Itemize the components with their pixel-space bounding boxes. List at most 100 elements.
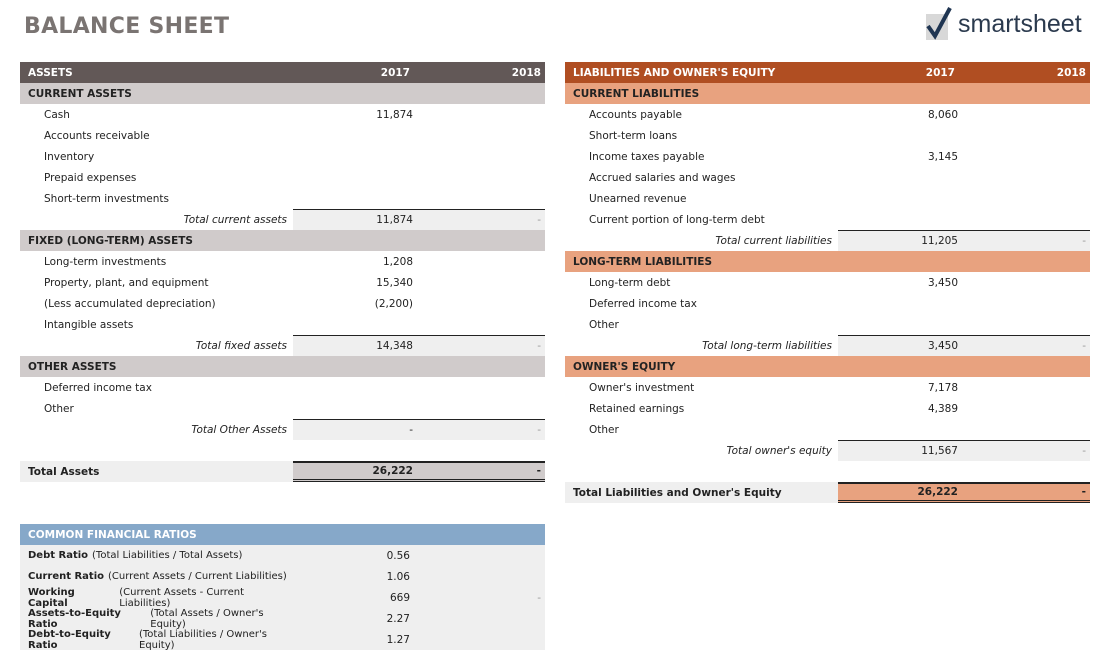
value-2018[interactable]	[1013, 398, 1090, 419]
value-2018[interactable]: -	[468, 419, 545, 440]
ratio-value-2017[interactable]: 2.27	[386, 612, 410, 625]
value-2017[interactable]	[838, 293, 1013, 314]
value-2018[interactable]: -	[468, 335, 545, 356]
ratio-row: Current Ratio (Current Assets / Current L…	[20, 566, 545, 587]
value-2018[interactable]	[468, 167, 545, 188]
row-label: Total Other Assets	[191, 423, 287, 436]
ratio-value-2018[interactable]	[468, 608, 545, 629]
row-label: Total fixed assets	[195, 339, 287, 352]
ratio-value-2018[interactable]: -	[537, 591, 541, 604]
value-2018[interactable]	[468, 251, 545, 272]
value-2018[interactable]	[1013, 104, 1090, 125]
ratios-table: COMMON FINANCIAL RATIOS Debt Ratio (Total …	[20, 524, 545, 651]
value-2017[interactable]: 3,450	[927, 276, 958, 289]
value-2018[interactable]	[468, 146, 545, 167]
value-2018[interactable]	[1013, 146, 1090, 167]
value-2018[interactable]: -	[1013, 335, 1090, 356]
value-2018[interactable]	[1013, 314, 1090, 335]
line-item-row: Short-term loans	[565, 125, 1090, 146]
value-2018[interactable]: -	[468, 461, 545, 482]
value-2018[interactable]	[1013, 377, 1090, 398]
value-2018[interactable]	[468, 188, 545, 209]
ratio-value-2017[interactable]: 669	[389, 591, 410, 604]
row-label: Owner's investment	[589, 381, 695, 394]
ratio-name: Working Capital	[28, 586, 75, 609]
value-2017[interactable]: 11,874	[293, 209, 468, 230]
value-2017[interactable]: 3,450	[838, 335, 1013, 356]
value-2018[interactable]	[1013, 209, 1090, 230]
value-2017[interactable]	[293, 146, 468, 167]
value-2018[interactable]	[468, 125, 545, 146]
value-2018[interactable]: -	[1013, 230, 1090, 251]
value-2017[interactable]	[838, 419, 1013, 440]
line-item-row: Short-term investments	[20, 188, 545, 209]
row-label: Total long-term liabilities	[702, 339, 832, 352]
header-2017: 2017	[380, 66, 410, 79]
value-2018[interactable]: -	[1013, 440, 1090, 461]
value-2017[interactable]: 1,208	[382, 255, 413, 268]
row-label: Property, plant, and equipment	[44, 276, 209, 289]
value-2017[interactable]: 7,178	[927, 381, 958, 394]
value-2017[interactable]	[293, 314, 468, 335]
row-label: Total owner's equity	[726, 444, 832, 457]
value-2017[interactable]: 26,222	[838, 482, 1013, 503]
value-2017[interactable]: 11,874	[376, 108, 413, 121]
value-2018[interactable]	[468, 272, 545, 293]
value-2018[interactable]	[1013, 125, 1090, 146]
ratio-value-2018[interactable]	[468, 545, 545, 566]
value-2017[interactable]	[293, 188, 468, 209]
value-2017[interactable]: 15,340	[376, 276, 413, 289]
value-2017[interactable]: (2,200)	[374, 297, 413, 310]
value-2017[interactable]: -	[293, 419, 468, 440]
value-2018[interactable]	[468, 104, 545, 125]
ratio-value-2017[interactable]: 1.27	[386, 633, 410, 646]
value-2018[interactable]	[468, 293, 545, 314]
value-2018[interactable]	[468, 398, 545, 419]
value-2018[interactable]	[468, 314, 545, 335]
value-2018[interactable]	[1013, 293, 1090, 314]
line-item-row: Accrued salaries and wages	[565, 167, 1090, 188]
value-2017[interactable]: 4,389	[927, 402, 958, 415]
header-label: ASSETS	[28, 66, 73, 79]
section-label: CURRENT LIABILITIES	[573, 87, 700, 100]
line-item-row: Deferred income tax	[20, 377, 545, 398]
section-label: OWNER'S EQUITY	[573, 360, 676, 373]
value-2017[interactable]: 3,145	[927, 150, 958, 163]
section-header: OTHER ASSETS	[20, 356, 545, 377]
line-item-row: Other	[565, 314, 1090, 335]
value-2017[interactable]: 11,567	[838, 440, 1013, 461]
value-2017[interactable]: 8,060	[927, 108, 958, 121]
value-2018[interactable]	[1013, 272, 1090, 293]
ratio-value-2017[interactable]: 1.06	[386, 570, 410, 583]
line-item-row: Property, plant, and equipment 15,340	[20, 272, 545, 293]
line-item-row: Long-term debt 3,450	[565, 272, 1090, 293]
value-2017[interactable]: 26,222	[293, 461, 468, 482]
section-header: CURRENT LIABILITIES	[565, 83, 1090, 104]
ratios-header: COMMON FINANCIAL RATIOS	[20, 524, 545, 545]
ratio-value-2017[interactable]: 0.56	[386, 549, 410, 562]
row-label: Current portion of long-term debt	[589, 213, 765, 226]
value-2018[interactable]	[1013, 167, 1090, 188]
ratio-value-2018[interactable]	[468, 566, 545, 587]
value-2017[interactable]	[838, 125, 1013, 146]
value-2017[interactable]	[293, 377, 468, 398]
value-2017[interactable]: 14,348	[293, 335, 468, 356]
ratio-name: Assets-to-Equity Ratio	[28, 607, 121, 630]
ratio-value-2018[interactable]	[468, 629, 545, 650]
value-2017[interactable]	[838, 167, 1013, 188]
value-2017[interactable]	[293, 125, 468, 146]
value-2018[interactable]	[468, 377, 545, 398]
value-2017[interactable]	[293, 167, 468, 188]
value-2018[interactable]: -	[468, 209, 545, 230]
value-2018[interactable]: -	[1013, 482, 1090, 503]
value-2017[interactable]: 11,205	[838, 230, 1013, 251]
value-2017[interactable]	[838, 209, 1013, 230]
value-2017[interactable]	[838, 188, 1013, 209]
subtotal-row: Total long-term liabilities 3,450-	[565, 335, 1090, 356]
row-label: Total Liabilities and Owner's Equity	[565, 482, 838, 503]
value-2017[interactable]	[293, 398, 468, 419]
value-2018[interactable]	[1013, 419, 1090, 440]
value-2017[interactable]	[838, 314, 1013, 335]
value-2018[interactable]	[1013, 188, 1090, 209]
line-item-row: Income taxes payable 3,145	[565, 146, 1090, 167]
